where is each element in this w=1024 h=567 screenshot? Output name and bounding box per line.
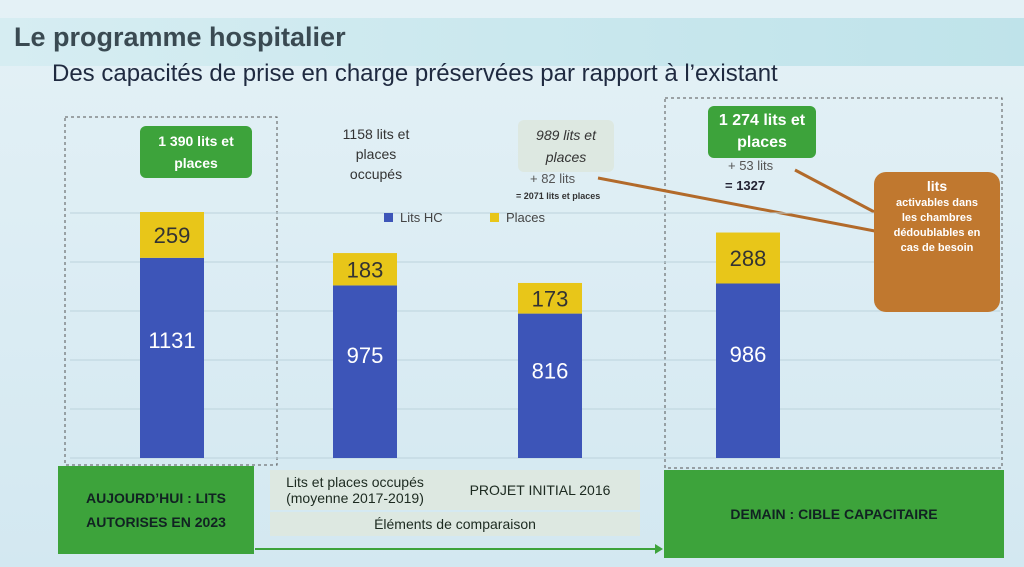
footer-today-text: AUJOURD’HUI : LITS AUTORISES EN 2023 — [86, 490, 226, 530]
today-frame — [64, 116, 278, 466]
title-bar — [0, 18, 1024, 66]
callout-arrow — [597, 176, 881, 234]
legend-lits-hc: Lits HC — [400, 210, 443, 225]
footer-initial-text: PROJET INITIAL 2016 — [469, 482, 611, 498]
bar-label: 975 — [347, 343, 384, 368]
bar-label: 986 — [730, 342, 767, 367]
bar-lits-hc-3 — [716, 283, 780, 458]
bar-lits-hc-2 — [518, 313, 582, 458]
label-today: 1 390 lits et places — [140, 126, 252, 178]
bar-label: 816 — [532, 359, 569, 384]
footer-occupied-text: Lits et places occupés (moyenne 2017-201… — [286, 474, 424, 506]
callout-title: lits — [926, 178, 948, 194]
label-target-total: = 1327 — [725, 178, 766, 193]
callout-box: lits activables dans les chambres dédoub… — [874, 172, 1000, 312]
footer-today: AUJOURD’HUI : LITS AUTORISES EN 2023 — [58, 466, 254, 554]
target-frame — [664, 97, 1003, 469]
bar-label: 183 — [347, 257, 384, 282]
label-initial-add: + 82 lits — [530, 171, 576, 186]
label-initial-total: = 2071 lits et places — [516, 191, 601, 201]
callout-text: activables dans les chambres dédoublable… — [893, 197, 981, 254]
arrow-head-icon — [655, 544, 663, 554]
bar-label: 1131 — [148, 328, 195, 353]
bar-lits-hc-1 — [333, 285, 397, 458]
legend-places: Places — [506, 210, 546, 225]
bar-label: 259 — [154, 223, 191, 248]
footer-initial: PROJET INITIAL 2016 — [440, 470, 640, 510]
legend-swatch-places — [490, 213, 499, 222]
label-target-add: + 53 lits — [728, 158, 774, 173]
slide-subtitle: Des capacités de prise en charge préserv… — [52, 60, 778, 87]
label-target: 1 274 lits et places — [708, 106, 816, 158]
bar-label: 173 — [532, 286, 569, 311]
label-occupied: 1158 lits et places occupés — [342, 126, 410, 182]
footer-target: DEMAIN : CIBLE CAPACITAIRE — [664, 470, 1004, 558]
bar-lits-hc-0 — [140, 257, 204, 458]
label-initial: 989 lits et places — [518, 120, 614, 172]
slide-title: Le programme hospitalier — [14, 22, 346, 52]
bar-places-2 — [518, 282, 582, 314]
footer-comparison: Éléments de comparaison — [270, 512, 640, 536]
bar-places-1 — [333, 253, 397, 286]
bar-places-0 — [140, 212, 204, 258]
bar-places-3 — [716, 232, 780, 284]
legend-swatch-lits-hc — [384, 213, 393, 222]
footer-occupied: Lits et places occupés (moyenne 2017-201… — [270, 470, 440, 510]
footer-comparison-text: Éléments de comparaison — [374, 516, 536, 532]
bar-label: 288 — [730, 246, 767, 271]
callout-arrow — [794, 168, 881, 217]
footer-target-text: DEMAIN : CIBLE CAPACITAIRE — [730, 506, 938, 522]
